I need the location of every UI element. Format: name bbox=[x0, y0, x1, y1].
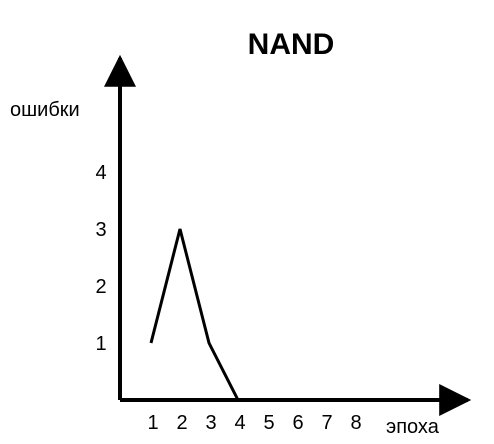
x-tick-label: 4 bbox=[234, 412, 245, 434]
y-axis-label: ошибки bbox=[10, 99, 80, 121]
y-tick-label: 1 bbox=[95, 333, 106, 355]
x-tick-label: 3 bbox=[205, 412, 216, 434]
chart-title: NAND bbox=[248, 28, 335, 61]
series-line-errors bbox=[149, 228, 240, 401]
x-tick-label: 7 bbox=[321, 412, 332, 434]
x-tick-label: 1 bbox=[147, 412, 158, 434]
x-axis-label: эпоха bbox=[386, 416, 440, 438]
y-tick-labels: 1 2 3 4 bbox=[95, 162, 106, 355]
x-tick-label: 6 bbox=[292, 412, 303, 434]
y-tick-label: 2 bbox=[95, 276, 106, 298]
x-tick-label: 2 bbox=[176, 412, 187, 434]
x-tick-label: 8 bbox=[350, 412, 361, 434]
y-tick-label: 3 bbox=[95, 219, 106, 241]
x-tick-label: 5 bbox=[263, 412, 274, 434]
y-tick-label: 4 bbox=[95, 162, 106, 184]
